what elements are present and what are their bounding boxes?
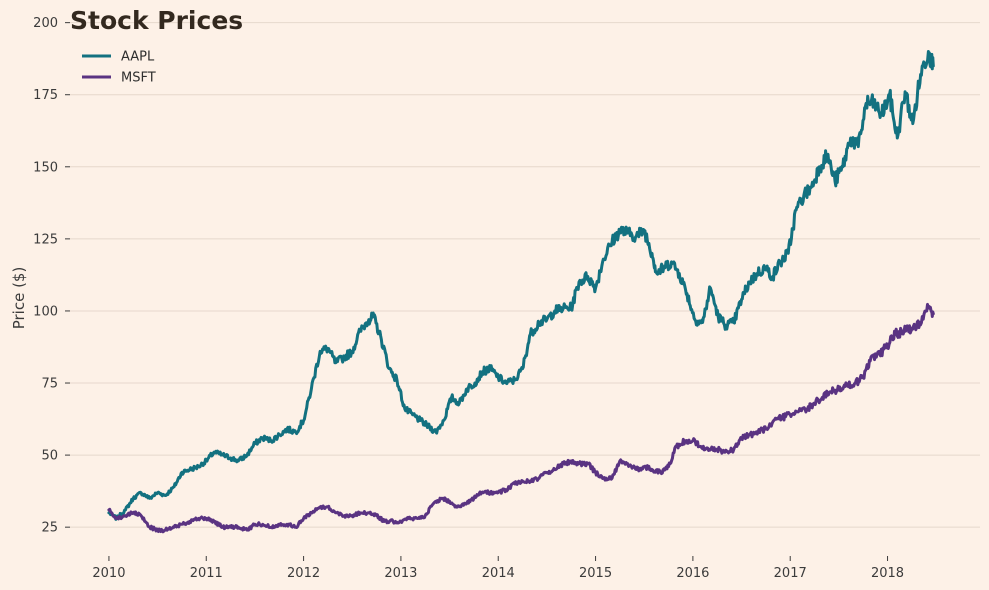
y-tick-label-50: 50 bbox=[41, 449, 58, 464]
legend: AAPL MSFT bbox=[82, 50, 156, 86]
x-axis-ticks: 2010 2011 2012 2013 2014 2015 2016 2017 2018 bbox=[92, 556, 904, 581]
y-tick-label-200: 200 bbox=[33, 16, 58, 31]
y-tick-label-175: 175 bbox=[33, 88, 58, 103]
y-tick-label-150: 150 bbox=[33, 160, 58, 175]
x-tick-label-2011: 2011 bbox=[190, 566, 223, 581]
legend-label-msft: MSFT bbox=[121, 71, 156, 86]
y-tick-label-100: 100 bbox=[33, 304, 58, 319]
series-line-aapl bbox=[107, 50, 935, 521]
x-tick-label-2012: 2012 bbox=[287, 566, 320, 581]
series-lines bbox=[107, 50, 935, 534]
y-tick-label-25: 25 bbox=[41, 521, 58, 536]
x-tick-label-2017: 2017 bbox=[774, 566, 807, 581]
x-tick-label-2014: 2014 bbox=[482, 566, 515, 581]
x-tick-label-2018: 2018 bbox=[871, 566, 904, 581]
grid-lines bbox=[70, 22, 980, 528]
y-tick-label-75: 75 bbox=[41, 377, 58, 392]
x-tick-label-2013: 2013 bbox=[384, 566, 417, 581]
chart-title: Stock Prices bbox=[70, 6, 243, 35]
y-axis-ticks: 25 50 75 100 125 150 175 200 bbox=[33, 16, 70, 536]
series-line-msft bbox=[107, 302, 935, 534]
x-tick-label-2015: 2015 bbox=[579, 566, 612, 581]
y-axis-label: Price ($) bbox=[10, 267, 28, 330]
x-tick-label-2016: 2016 bbox=[676, 566, 709, 581]
x-tick-label-2010: 2010 bbox=[92, 566, 125, 581]
legend-label-aapl: AAPL bbox=[121, 50, 155, 65]
y-tick-label-125: 125 bbox=[33, 232, 58, 247]
